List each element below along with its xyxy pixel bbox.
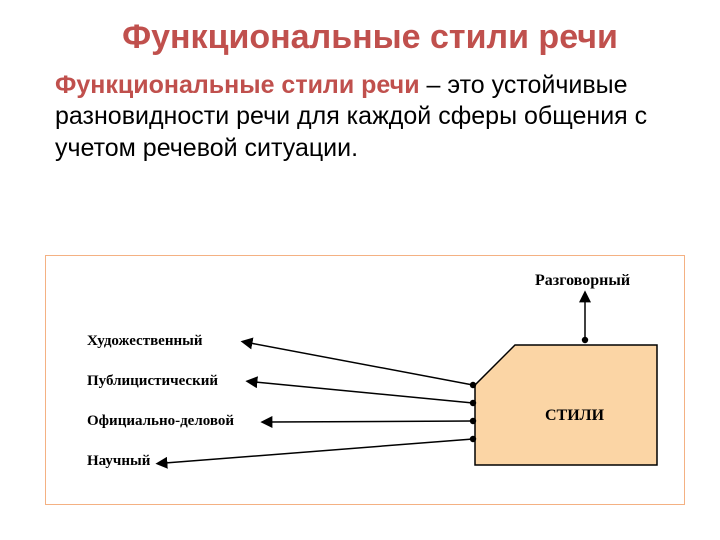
arrow-dot-left-1 (470, 400, 476, 406)
styles-shape (475, 345, 657, 465)
slide: Функциональные стили речи Функциональные… (0, 0, 720, 540)
label-left-3: Научный (87, 453, 151, 469)
arrow-left-1 (255, 382, 473, 403)
slide-title: Функциональные стили речи (60, 18, 680, 57)
arrow-left-0 (250, 343, 473, 385)
styles-diagram: СТИЛИ Разговорный Художественный Публицисти… (45, 255, 685, 505)
label-left-2: Официально-деловой (87, 413, 234, 429)
label-razgovorny: Разговорный (535, 272, 630, 289)
styles-shape-label: СТИЛИ (545, 407, 605, 424)
arrow-dot-left-2 (470, 418, 476, 424)
arrow-dot-left-0 (470, 382, 476, 388)
arrow-dot-top (582, 337, 588, 343)
label-left-0: Художественный (87, 333, 203, 349)
label-left-1: Публицистический (87, 373, 218, 389)
arrow-left-2 (270, 421, 473, 422)
arrow-dot-left-3 (470, 436, 476, 442)
definition-term: Функциональные стили речи (55, 71, 420, 99)
arrow-left-3 (165, 439, 473, 463)
definition-paragraph: Функциональные стили речи – это устойчив… (55, 70, 675, 164)
